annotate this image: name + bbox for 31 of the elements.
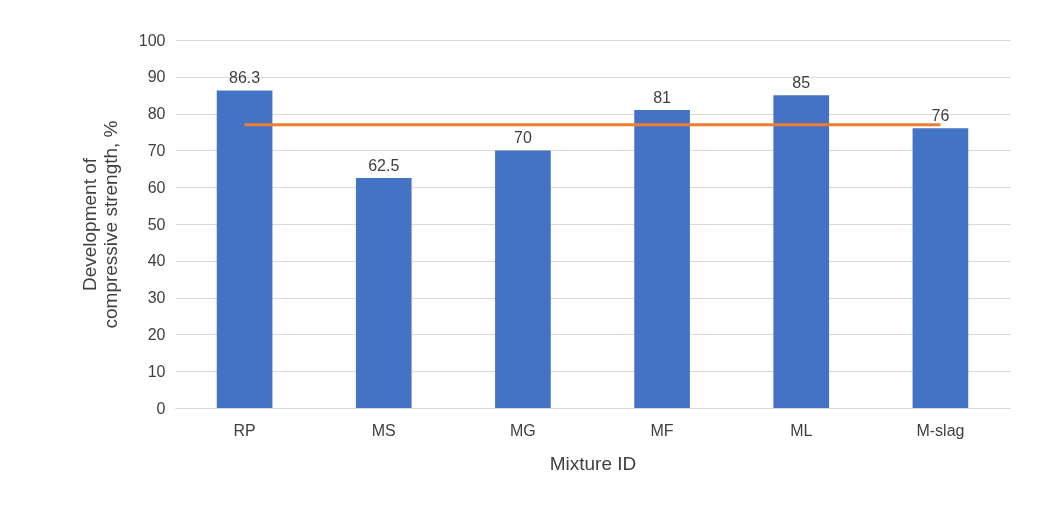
y-tick-label: 40 bbox=[147, 252, 166, 270]
x-tick-label: ML bbox=[790, 421, 813, 439]
data-label: 76 bbox=[931, 107, 950, 125]
x-tick-label: MS bbox=[371, 421, 396, 439]
data-label: 85 bbox=[792, 74, 811, 92]
data-label: 81 bbox=[653, 88, 672, 106]
y-tick-label: 80 bbox=[147, 105, 166, 123]
bar bbox=[216, 90, 273, 408]
y-tick-label: 50 bbox=[147, 215, 166, 233]
x-tick-label: MF bbox=[650, 421, 674, 439]
bar bbox=[773, 95, 830, 408]
y-tick-label: 70 bbox=[147, 141, 166, 159]
y-axis-title: Development of compressive strength, % bbox=[78, 120, 121, 329]
y-tick-label: 10 bbox=[147, 362, 166, 380]
y-tick-label: 100 bbox=[138, 31, 166, 49]
y-tick-label: 30 bbox=[147, 289, 166, 307]
data-label: 70 bbox=[514, 129, 532, 147]
bar bbox=[495, 150, 551, 408]
x-tick-label: MG bbox=[510, 421, 536, 439]
y-tick-label: 20 bbox=[147, 325, 166, 343]
data-label: 86.3 bbox=[229, 69, 261, 87]
y-tick-label: 60 bbox=[147, 178, 166, 196]
x-axis-title: Mixture ID bbox=[549, 452, 637, 474]
y-tick-label: 90 bbox=[147, 68, 166, 86]
bar bbox=[355, 178, 412, 408]
bar bbox=[912, 128, 969, 408]
data-label: 62.5 bbox=[368, 157, 400, 174]
y-tick-label: 0 bbox=[156, 399, 166, 417]
bar bbox=[634, 109, 690, 408]
x-tick-label: M-slag bbox=[916, 421, 965, 439]
x-tick-label: RP bbox=[233, 421, 256, 439]
